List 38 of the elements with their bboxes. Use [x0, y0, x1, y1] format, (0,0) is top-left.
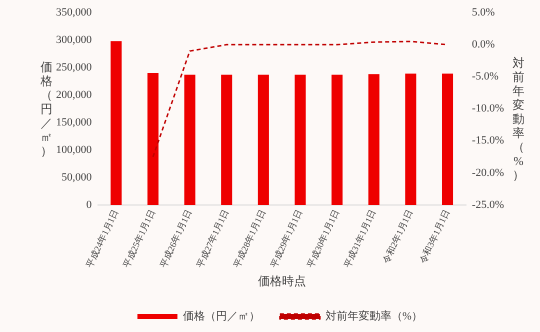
x-tick-label: 平成31年1月1日	[342, 208, 378, 270]
y2-tick-label: -25.0%	[472, 198, 504, 211]
y-tick-label: 200,000	[56, 88, 92, 101]
x-tick-label: 平成27年1月1日	[194, 208, 231, 270]
y-tick-label: 250,000	[56, 61, 92, 74]
bar	[332, 74, 343, 205]
y-tick-label: 100,000	[56, 144, 92, 156]
legend-label: 対前年変動率（%）	[325, 309, 423, 322]
x-tick-label: 平成26年1月1日	[158, 208, 194, 270]
x-tick-label: 平成30年1月1日	[305, 208, 342, 270]
bar	[184, 74, 196, 205]
y-axis-title: 価格（円／㎡）	[40, 60, 53, 158]
y-tick-label: 350,000	[56, 6, 92, 18]
legend-label: 価格（円／㎡）	[182, 310, 260, 322]
x-tick-label: 平成28年1月1日	[232, 208, 268, 270]
x-tick-label: 令和2年1月1日	[380, 208, 415, 266]
y-tick-label: 150,000	[56, 116, 92, 128]
y-tick-label: 50,000	[62, 171, 92, 184]
bar	[368, 74, 380, 205]
y2-tick-label: 5.0%	[472, 6, 495, 18]
bar	[147, 73, 158, 205]
x-tick-label: 平成29年1月1日	[268, 208, 304, 270]
y2-tick-label: -10.0%	[472, 102, 504, 115]
bar	[221, 74, 232, 205]
bar	[258, 74, 269, 205]
x-tick-label: 平成25年1月1日	[121, 208, 157, 270]
bar	[405, 74, 416, 205]
x-tick-label: 令和3年1月1日	[418, 208, 452, 266]
bar	[442, 74, 454, 205]
text: 対前年変動率（%）	[512, 56, 524, 182]
x-axis-title: 価格時点	[258, 274, 306, 288]
y2-tick-label: -5.0%	[472, 70, 498, 83]
y2-tick-label: -20.0%	[472, 166, 504, 179]
y2-tick-label: 0.0%	[472, 38, 495, 51]
y2-tick-label: -15.0%	[472, 134, 504, 147]
bar	[294, 74, 306, 205]
y-tick-label: 300,000	[56, 34, 92, 46]
bar	[110, 41, 122, 205]
